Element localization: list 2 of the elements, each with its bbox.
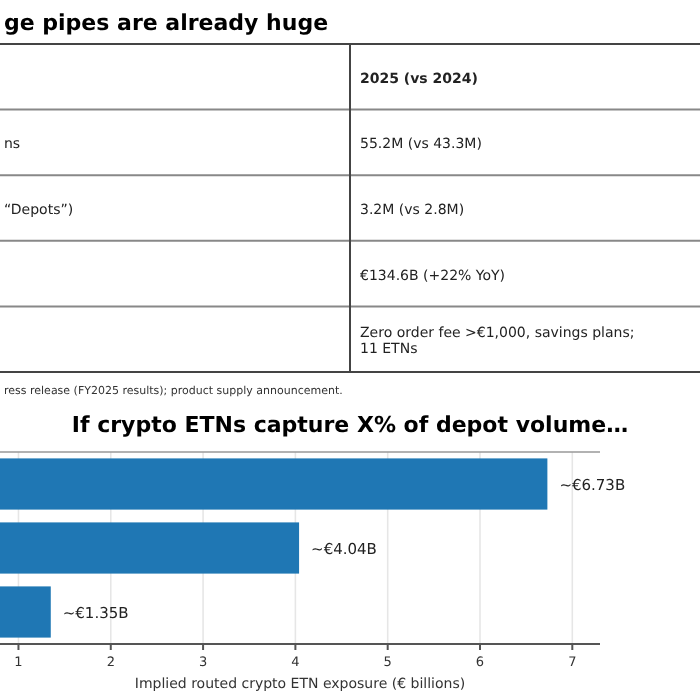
text: ge pipes are already huge (4, 10, 329, 36)
chart-title: If crypto ETNs capture X% of depot volume… (71, 412, 629, 438)
